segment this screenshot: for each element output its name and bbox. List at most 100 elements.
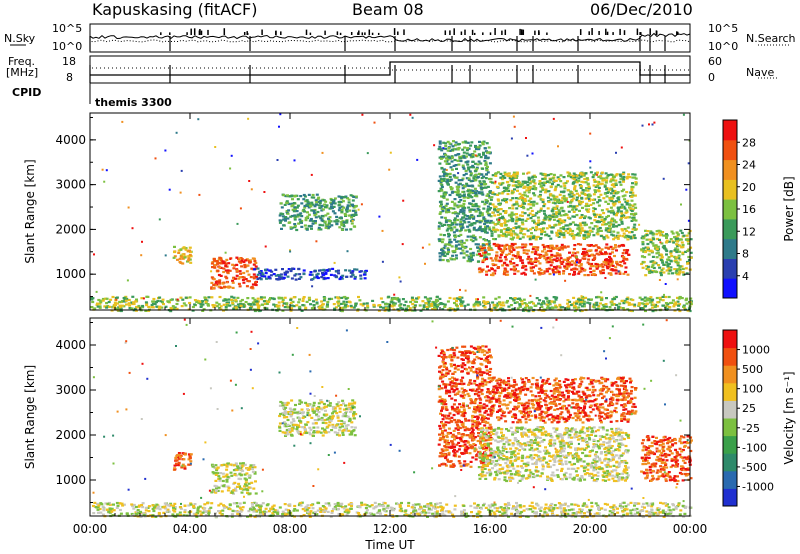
data-cell — [534, 264, 538, 267]
data-cell — [610, 262, 614, 265]
data-cell — [644, 229, 647, 232]
data-cell — [440, 149, 444, 152]
data-cell — [471, 189, 475, 192]
data-cell — [689, 246, 693, 249]
data-cell — [542, 302, 546, 305]
data-cell — [317, 501, 321, 505]
data-cell — [246, 279, 250, 283]
data-cell — [426, 298, 430, 301]
data-cell — [276, 159, 279, 161]
data-cell — [586, 233, 590, 236]
data-cell — [398, 304, 402, 307]
data-cell — [293, 226, 297, 229]
data-cell — [430, 304, 434, 307]
data-cell — [523, 306, 527, 309]
data-cell — [517, 226, 521, 229]
data-cell — [654, 303, 658, 307]
data-cell — [583, 215, 587, 218]
data-cell — [634, 212, 638, 215]
data-cell — [444, 219, 448, 222]
data-cell — [474, 147, 478, 151]
data-cell — [575, 302, 578, 305]
data-cell — [523, 180, 527, 183]
data-cell — [134, 300, 137, 303]
data-cell — [122, 503, 126, 506]
data-cell — [685, 234, 689, 237]
data-cell — [533, 259, 537, 262]
data-cell — [532, 266, 535, 269]
data-cell — [578, 298, 582, 301]
data-cell — [603, 192, 607, 195]
data-cell — [256, 297, 260, 300]
data-cell — [437, 238, 441, 241]
data-cell — [490, 248, 494, 251]
data-cell — [533, 221, 536, 224]
data-cell — [650, 271, 654, 274]
data-cell — [604, 200, 608, 203]
data-cell — [197, 301, 201, 305]
data-cell — [96, 305, 100, 308]
data-cell — [479, 245, 483, 248]
data-cell — [381, 301, 385, 304]
data-cell — [582, 303, 586, 306]
data-cell — [521, 264, 525, 267]
data-cell — [523, 302, 527, 305]
data-cell — [483, 159, 487, 162]
data-cell — [536, 246, 540, 249]
data-cell — [599, 177, 603, 180]
data-cell — [475, 167, 479, 171]
data-cell — [510, 217, 514, 220]
data-cell — [621, 244, 625, 247]
data-cell — [193, 299, 197, 302]
data-cell — [181, 262, 185, 265]
data-cell — [607, 247, 611, 250]
data-cell — [160, 306, 164, 309]
data-cell — [482, 296, 486, 299]
data-cell — [600, 248, 604, 251]
data-cell — [630, 219, 634, 222]
data-cell — [286, 306, 290, 309]
data-cell — [629, 298, 633, 301]
data-cell — [617, 270, 620, 273]
data-cell — [634, 206, 638, 209]
data-cell — [311, 220, 315, 223]
data-cell — [361, 113, 364, 116]
data-cell — [504, 224, 508, 227]
data-cell — [564, 258, 568, 261]
data-cell — [134, 309, 138, 312]
data-cell — [629, 309, 633, 312]
data-cell — [547, 267, 551, 270]
data-cell — [562, 511, 566, 514]
data-cell — [317, 204, 321, 207]
data-cell — [459, 233, 463, 236]
data-cell — [626, 503, 630, 506]
data-cell — [479, 254, 483, 257]
data-cell — [667, 295, 671, 299]
data-cell — [623, 194, 627, 197]
data-cell — [384, 307, 388, 310]
data-cell — [483, 222, 487, 225]
data-cell — [622, 249, 626, 252]
data-cell — [315, 201, 319, 204]
data-cell — [529, 197, 533, 200]
data-cell — [342, 223, 345, 226]
data-cell — [548, 307, 552, 310]
data-cell — [516, 297, 520, 300]
data-cell — [637, 303, 641, 306]
data-cell — [592, 210, 595, 213]
data-cell — [249, 286, 253, 289]
data-cell — [425, 305, 429, 308]
data-cell — [496, 222, 500, 225]
data-cell — [179, 261, 183, 264]
data-cell — [466, 166, 470, 169]
data-cell — [419, 309, 423, 312]
data-cell — [326, 226, 330, 229]
data-cell — [564, 213, 568, 216]
data-cell — [512, 298, 516, 301]
data-cell — [448, 207, 452, 210]
data-cell — [478, 227, 482, 230]
data-cell — [628, 231, 631, 234]
data-cell — [329, 515, 333, 518]
data-cell — [558, 193, 562, 196]
data-cell — [211, 266, 214, 269]
